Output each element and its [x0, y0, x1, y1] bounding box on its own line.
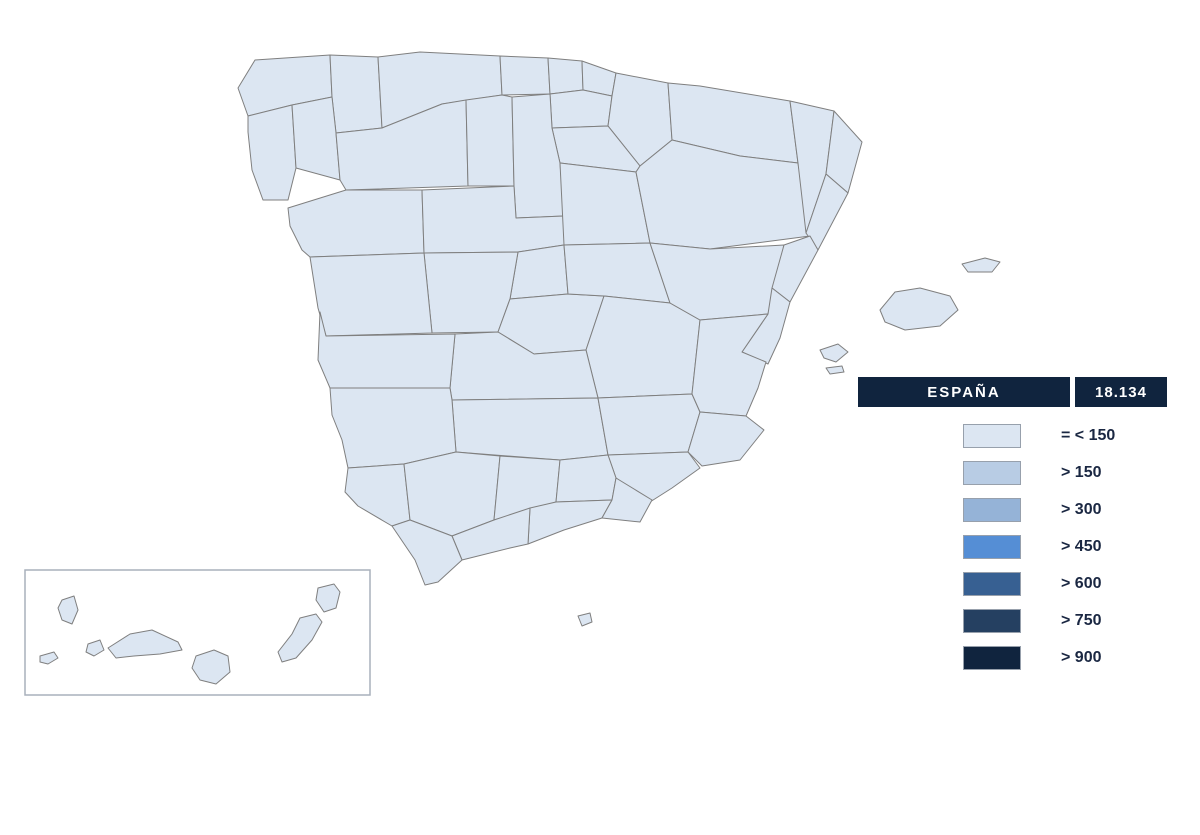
legend-item: > 150 [963, 461, 1115, 485]
region-lugo [329, 54, 383, 134]
region-ibiza [819, 343, 849, 363]
region-lanzarote [315, 583, 341, 613]
legend-swatch [963, 461, 1021, 485]
region-cuenca [585, 295, 701, 399]
legend-item: > 450 [963, 535, 1115, 559]
legend-label: > 750 [1061, 612, 1102, 629]
legend-swatch [963, 572, 1021, 596]
region-islet [577, 612, 593, 627]
region-huelva [344, 463, 411, 527]
legend-label: > 900 [1061, 649, 1102, 666]
region-la-gomera [85, 639, 105, 657]
region-la-palma [57, 595, 79, 625]
region-zamora [287, 189, 425, 258]
legend-swatch [963, 424, 1021, 448]
espana-label: ESPAÑA [858, 377, 1070, 407]
legend-label: > 450 [1061, 538, 1102, 555]
legend-label: > 600 [1061, 575, 1102, 592]
region-cadiz [391, 519, 463, 586]
legend-item: > 300 [963, 498, 1115, 522]
legend-label: > 300 [1061, 501, 1102, 518]
region-alicante [687, 411, 765, 467]
legend: = < 150 > 150 > 300 > 450 > 600 > 750 > … [963, 424, 1115, 683]
region-granada [527, 499, 613, 545]
region-ciudad-real [451, 397, 609, 461]
espana-total-bar: ESPAÑA 18.134 [858, 377, 1167, 407]
region-tarragona [771, 235, 819, 303]
region-fuerteventura [277, 613, 323, 663]
region-formentera [825, 365, 845, 375]
region-valencia [691, 313, 769, 417]
legend-swatch [963, 498, 1021, 522]
region-salamanca [309, 252, 433, 337]
region-pontevedra [247, 104, 297, 201]
legend-swatch [963, 646, 1021, 670]
legend-swatch [963, 609, 1021, 633]
legend-label: > 150 [1061, 464, 1102, 481]
region-menorca [961, 257, 1001, 273]
region-jaen [555, 454, 617, 503]
region-el-hierro [39, 651, 59, 665]
canary-inset-box [24, 569, 371, 696]
title-bar-divider [1070, 377, 1075, 407]
espana-total-value: 18.134 [1075, 377, 1167, 407]
region-vizcaya [547, 57, 584, 95]
region-palencia [465, 94, 515, 187]
legend-swatch [963, 535, 1021, 559]
legend-item: = < 150 [963, 424, 1115, 448]
region-alava [549, 89, 613, 129]
region-gran-canaria [191, 649, 231, 685]
region-tenerife [107, 629, 183, 659]
region-albacete [597, 393, 701, 456]
region-segovia [509, 244, 569, 300]
region-almeria [601, 477, 653, 523]
region-ourense [291, 96, 341, 181]
legend-label: = < 150 [1061, 427, 1116, 444]
legend-item: > 750 [963, 609, 1115, 633]
region-cantabria [499, 55, 551, 96]
legend-item: > 600 [963, 572, 1115, 596]
legend-item: > 900 [963, 646, 1115, 670]
region-mallorca [879, 287, 959, 331]
